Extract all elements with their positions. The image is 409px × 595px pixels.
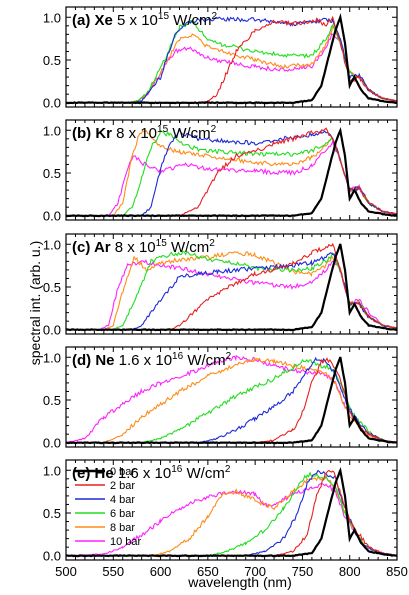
panel-frame [65, 233, 398, 335]
panels-layer: 0.00.51.0 (a) Xe 5 x 1015 W/cm20.00.51.0(… [43, 6, 408, 579]
panel-title-part: W/cm [183, 352, 226, 369]
y-tick-label: 0.0 [43, 209, 61, 224]
y-tick-label: 0.0 [43, 96, 61, 111]
panel-xe: 0.0 0.5 1.0 (a) Xe 5 x 1015 W/cm2 [43, 6, 398, 111]
x-tick-label: 650 [197, 564, 219, 579]
panel-title-part: 2 [212, 11, 218, 22]
y-tick-label: 0.0 [43, 323, 61, 338]
x-tick-label: 500 [55, 564, 77, 579]
x-tick-label: 750 [292, 564, 314, 579]
panel-title-part: 2 [226, 351, 232, 362]
panel-title-part: (b) Kr [72, 125, 112, 142]
traces [66, 466, 397, 558]
series-line-0-bar [66, 356, 397, 445]
panel-title-part: (e) He [72, 465, 114, 482]
panel-he: 0.0 0.5 1.0 (e) He 1.6 x 1016 W/cm2 [43, 459, 398, 564]
traces [66, 242, 397, 332]
panel-title-part: 2 [209, 238, 215, 249]
panel-frame [65, 346, 398, 448]
x-tick-label: 700 [244, 564, 266, 579]
y-tick-label: 1.0 [43, 350, 61, 365]
traces [66, 354, 397, 445]
y-tick-label: 0.5 [43, 393, 61, 408]
legend-label: 2 bar [110, 480, 135, 492]
series-line-8-bar [66, 357, 397, 444]
panel-title-part: 8 x 10 [111, 239, 156, 256]
y-tick-label: 0.5 [43, 280, 61, 295]
panel-title-part: W/cm [169, 12, 212, 29]
panel-title-part: 16 [172, 351, 184, 362]
series-line-0-bar [66, 126, 397, 218]
y-tick-label: 0.5 [43, 53, 61, 68]
panel-title-part: W/cm [167, 239, 210, 256]
panel-title: (c) Ar 8 x 1015 W/cm2 [72, 238, 215, 256]
traces [66, 12, 397, 105]
legend-label: 10 bar [110, 536, 142, 548]
y-tick-label: 0.5 [43, 166, 61, 181]
panel-ar: 0.0 0.5 1.0 (c) Ar 8 x 1015 W/cm2 [43, 233, 398, 338]
y-tick-label: 1.0 [43, 463, 61, 478]
legend-label: 6 bar [110, 508, 135, 520]
panel-title-part: (c) Ar [72, 239, 111, 256]
y-tick-label: 1.0 [43, 237, 61, 252]
panel-title-part: 5 x 10 [113, 12, 158, 29]
x-axis-label: wavelength (nm) [187, 574, 292, 590]
panel-title-part: 1.6 x 10 [115, 352, 173, 369]
x-tick-label: 850 [386, 564, 408, 579]
legend: 0 bar 2 bar 4 bar 6 bar 8 bar 10 bar [75, 466, 142, 548]
legend-label: 8 bar [110, 522, 135, 534]
panel-title-part: 15 [156, 238, 168, 249]
panel-title-part: W/cm [168, 125, 211, 142]
panel-frame [65, 6, 398, 108]
panel-title-part: 1.6 x 10 [114, 465, 172, 482]
panel-title-part: 2 [225, 464, 231, 475]
panel-title-part: 8 x 10 [112, 125, 157, 142]
x-tick-label: 600 [150, 564, 172, 579]
x-tick-label: 800 [339, 564, 361, 579]
series-line-0-bar [66, 243, 397, 332]
panel-title-part: (a) Xe [72, 12, 113, 29]
panel-ne: 0.0 0.5 1.0 (d) Ne 1.6 x 1016 W/cm2 [43, 346, 398, 451]
series-line-0-bar [66, 12, 397, 105]
y-tick-label: 1.0 [43, 123, 61, 138]
panel-title-part: 15 [157, 124, 169, 135]
traces [66, 126, 397, 218]
y-tick-label: 0.0 [43, 436, 61, 451]
panel-frame [65, 459, 398, 561]
panel-title-part: 2 [211, 124, 217, 135]
legend-label: 4 bar [110, 494, 135, 506]
panel-title: (a) Xe 5 x 1015 W/cm2 [72, 11, 218, 29]
panel-title: (d) Ne 1.6 x 1016 W/cm2 [72, 351, 232, 369]
panel-title: (b) Kr 8 x 1015 W/cm2 [72, 124, 217, 142]
y-tick-label: 1.0 [43, 10, 61, 25]
series-line-0-bar [66, 466, 397, 558]
x-tick-label: 550 [102, 564, 124, 579]
y-axis-label: spectral int. (arb. u.) [27, 241, 43, 366]
panel-title-part: W/cm [182, 465, 225, 482]
panel-title-part: 16 [171, 464, 183, 475]
panel-title-part: (d) Ne [72, 352, 115, 369]
y-tick-label: 0.5 [43, 506, 61, 521]
panel-title-part: 15 [158, 11, 170, 22]
legend-label: 0 bar [110, 466, 135, 478]
panel-title: (e) He 1.6 x 1016 W/cm2 [72, 464, 231, 482]
panel-kr: 0.0 0.5 1.0 (b) Kr 8 x 1015 W/cm2 [43, 119, 398, 224]
panel-frame [65, 119, 398, 221]
y-tick-label: 0.0 [43, 549, 61, 564]
